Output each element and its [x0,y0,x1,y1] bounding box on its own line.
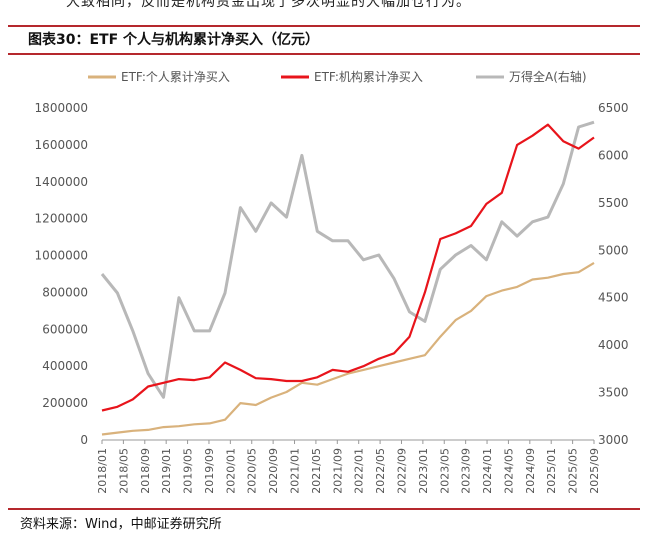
x-tick-label: 2019/01 [160,448,173,494]
preceding-paragraph: 大致相同，反而是机构资金出现了多次明显的大幅加仓行为。 [66,0,471,10]
chart-canvas: ETF:个人累计净买入 ETF:机构累计净买入 万得全A(右轴) 0 200000 40… [35,69,629,494]
left-tick-label: 0 [80,433,88,447]
legend-label-institution: ETF:机构累计净买入 [314,69,423,84]
x-tick-label: 2025/09 [588,448,601,494]
x-tick-label: 2018/05 [117,448,130,494]
figure-title: 图表30：ETF 个人与机构累计净买入（亿元） [28,32,320,48]
x-tick-label: 2020/01 [224,448,237,494]
x-tick-label: 2021/01 [289,448,302,494]
right-tick-label: 6000 [598,148,629,162]
right-tick-label: 3500 [598,386,629,400]
left-axis-ticks: 0 200000 400000 600000 800000 1000000 1200000 1… [35,101,88,447]
legend-label-index: 万得全A(右轴) [509,69,587,84]
x-tick-label: 2021/09 [331,448,344,494]
right-tick-label: 6500 [598,101,629,115]
x-tick-label: 2018/01 [96,448,109,494]
x-tick-label: 2022/09 [395,448,408,494]
title-rule-bottom [8,53,640,55]
x-tick-label: 2021/05 [310,448,323,494]
x-axis: 2018/01 2018/05 2018/09 2019/01 2019/05 2019/… [96,439,601,494]
left-tick-label: 1600000 [35,138,88,152]
x-tick-label: 2022/01 [353,448,366,494]
left-tick-label: 600000 [42,322,88,336]
source-rule [8,508,640,510]
right-tick-label: 4000 [598,338,629,352]
right-tick-label: 4500 [598,291,629,305]
right-tick-label: 5500 [598,196,629,210]
left-tick-label: 1200000 [35,212,88,226]
series-line-index [100,120,595,399]
left-tick-label: 1000000 [35,249,88,263]
plot-area [100,120,595,436]
source-note: 资料来源：Wind，中邮证券研究所 [20,517,222,532]
x-tick-label: 2020/05 [246,448,259,494]
legend-label-individual: ETF:个人累计净买入 [121,70,230,84]
left-tick-label: 200000 [42,396,88,410]
right-axis-ticks: 3000 3500 4000 4500 5000 5500 6000 6500 [598,101,629,447]
x-tick-label: 2018/09 [139,448,152,494]
left-tick-label: 1800000 [35,101,88,115]
x-tick-label: 2019/05 [182,448,195,494]
x-tick-label: 2023/09 [460,448,473,494]
right-tick-label: 5000 [598,243,629,257]
x-tick-label: 2025/01 [545,448,558,494]
left-tick-label: 800000 [42,285,88,299]
left-tick-label: 400000 [42,359,88,373]
x-tick-label: 2024/09 [524,448,537,494]
series-line-individual [101,261,595,436]
x-tick-label: 2020/09 [267,448,280,494]
x-tick-label: 2025/05 [567,448,580,494]
x-tick-label: 2024/01 [481,448,494,494]
left-tick-label: 1400000 [35,175,88,189]
legend: ETF:个人累计净买入 ETF:机构累计净买入 万得全A(右轴) [88,69,587,84]
x-tick-label: 2023/05 [438,448,451,494]
title-rule-top [8,25,640,27]
x-tick-label: 2022/05 [374,448,387,494]
series-line-institution [101,123,595,412]
right-tick-label: 3000 [598,433,629,447]
x-tick-label: 2024/05 [502,448,515,494]
x-tick-label: 2023/01 [417,448,430,494]
x-tick-label: 2019/09 [203,448,216,494]
